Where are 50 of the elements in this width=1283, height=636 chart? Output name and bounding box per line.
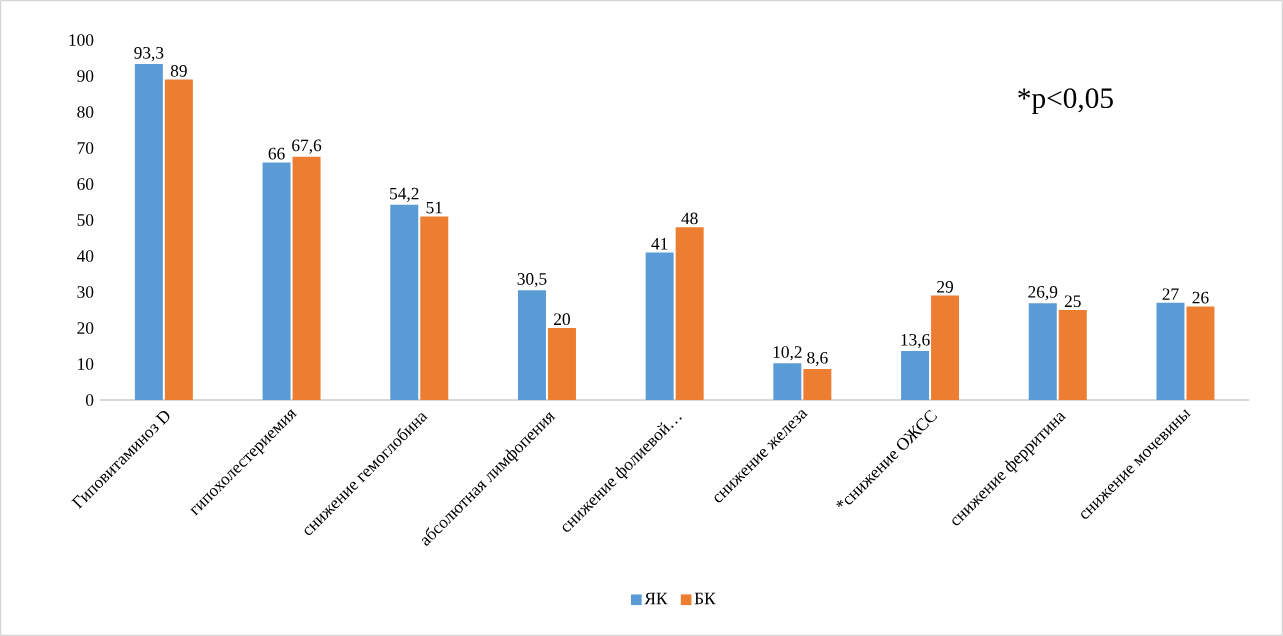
bar: [517, 290, 546, 400]
annotation: *p<0,05: [1018, 88, 1113, 115]
bar: [420, 216, 449, 400]
bar: [262, 162, 291, 400]
y-tick-label: 50: [77, 214, 94, 226]
legend-label: БК: [694, 592, 716, 605]
bar: [390, 204, 419, 400]
bar: [931, 295, 960, 400]
bar: [773, 363, 802, 400]
bar: [547, 327, 576, 400]
bar: [901, 351, 930, 400]
y-tick-label: 100: [69, 34, 94, 46]
data-label: 51: [426, 201, 442, 214]
data-label: 29: [937, 281, 954, 293]
data-label: 27: [1162, 288, 1179, 300]
y-tick-label: 20: [77, 322, 94, 334]
y-tick-label: 40: [76, 250, 94, 262]
bar: [1186, 306, 1215, 400]
y-tick-label: 90: [77, 70, 94, 82]
data-label: 10,2: [773, 346, 802, 361]
data-label: 67,6: [292, 139, 322, 154]
y-tick-label: 10: [78, 358, 94, 370]
data-label: 30,5: [517, 273, 547, 288]
bar: [1156, 302, 1185, 400]
data-label: 13,6: [901, 333, 930, 349]
data-label: 20: [554, 313, 570, 326]
y-tick-label: 30: [77, 286, 94, 298]
data-label: 54,2: [390, 187, 419, 202]
data-label: 41: [651, 238, 668, 250]
bar: [1058, 309, 1087, 400]
bar: [803, 369, 832, 400]
data-label: 66: [268, 147, 285, 160]
y-tick-label: 0: [85, 394, 94, 406]
data-label: 93,3: [134, 47, 164, 62]
data-label: 26: [1192, 291, 1209, 304]
y-tick-label: 70: [77, 142, 94, 154]
bar: [675, 227, 704, 400]
data-label: 26,9: [1028, 286, 1058, 301]
bar: [1028, 303, 1057, 400]
bar: [134, 64, 163, 400]
data-label: 25: [1064, 295, 1081, 308]
data-label: 8,6: [807, 351, 828, 367]
y-tick-label: 60: [77, 178, 94, 190]
y-tick-label: 80: [77, 106, 94, 118]
bar: [292, 156, 321, 400]
legend-label: ЯК: [644, 592, 668, 605]
data-label: 48: [681, 212, 698, 225]
bar: [645, 252, 674, 400]
data-label: 89: [170, 64, 187, 77]
bar: [164, 79, 193, 400]
